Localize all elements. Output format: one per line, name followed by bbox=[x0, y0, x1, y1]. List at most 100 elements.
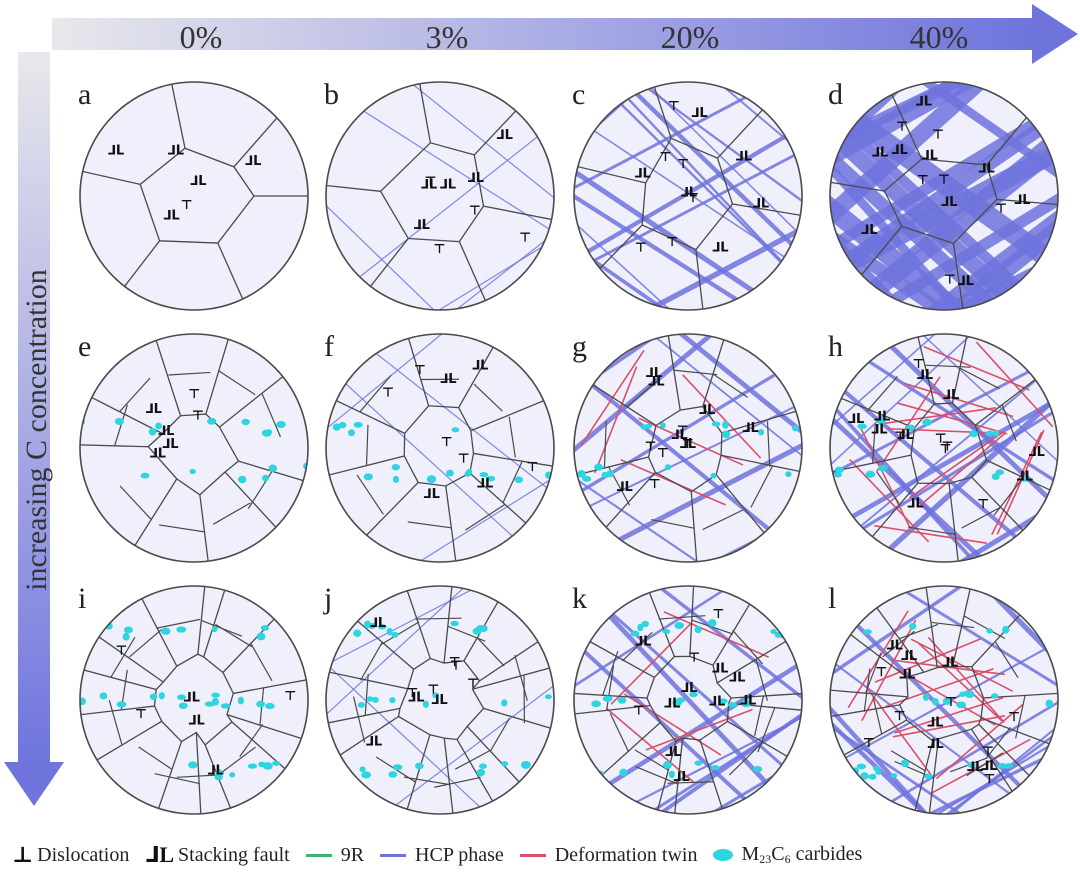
svg-text:⅃L: ⅃L bbox=[423, 487, 440, 502]
svg-text:⅃L: ⅃L bbox=[188, 714, 205, 729]
svg-text:⅃L: ⅃L bbox=[681, 185, 698, 200]
svg-text:⅃L: ⅃L bbox=[899, 667, 916, 682]
svg-text:⅃L: ⅃L bbox=[941, 195, 958, 210]
carbide-dot-icon bbox=[713, 849, 734, 861]
svg-text:⅃L: ⅃L bbox=[927, 737, 944, 752]
svg-text:⊤: ⊤ bbox=[427, 682, 439, 697]
panel-label-k: k bbox=[572, 582, 587, 615]
svg-text:⊤: ⊤ bbox=[406, 686, 418, 701]
legend-stacking-fault: ⅃L Stacking fault bbox=[145, 842, 289, 868]
svg-text:⊤: ⊤ bbox=[935, 431, 947, 446]
svg-text:⊤: ⊤ bbox=[181, 198, 193, 213]
svg-text:⅃L: ⅃L bbox=[413, 218, 430, 233]
svg-text:⊤: ⊤ bbox=[284, 689, 296, 704]
svg-text:⅃L: ⅃L bbox=[871, 422, 888, 437]
panel-f: ⊤ ⅃L ⊤ ⊤ ⅃L ⊤ ⅃L ⊤ ⅃L f bbox=[324, 330, 555, 563]
svg-text:⅃L: ⅃L bbox=[917, 368, 934, 383]
svg-text:⊤: ⊤ bbox=[687, 191, 699, 206]
svg-text:⊤: ⊤ bbox=[863, 736, 875, 751]
svg-text:⅃L: ⅃L bbox=[190, 174, 207, 189]
svg-text:⅃L: ⅃L bbox=[477, 476, 494, 491]
svg-text:⅃L: ⅃L bbox=[245, 154, 262, 169]
svg-text:⅃L: ⅃L bbox=[943, 388, 960, 403]
svg-text:⅃L: ⅃L bbox=[740, 694, 757, 709]
svg-text:⅃L: ⅃L bbox=[712, 662, 729, 677]
svg-text:⅃L: ⅃L bbox=[167, 144, 184, 159]
svg-text:⅃L: ⅃L bbox=[467, 171, 484, 186]
panel-label-i: i bbox=[78, 582, 86, 615]
svg-text:⊤: ⊤ bbox=[984, 772, 996, 787]
svg-text:⅃L: ⅃L bbox=[366, 735, 383, 750]
strain-label-0: 0% bbox=[180, 19, 223, 55]
svg-text:⅃L: ⅃L bbox=[1028, 445, 1045, 460]
svg-text:⊤: ⊤ bbox=[434, 242, 446, 257]
svg-text:⅃L: ⅃L bbox=[145, 402, 162, 417]
panel-i: ⊤ ⊤ ⅃L ⅃L ⅃L ⊤ i bbox=[78, 582, 309, 815]
legend-dislocation: ⊥ Dislocation bbox=[12, 842, 129, 868]
twin-line-icon bbox=[519, 853, 546, 857]
svg-text:⅃L: ⅃L bbox=[1014, 193, 1031, 208]
svg-text:⊤: ⊤ bbox=[896, 119, 908, 134]
panel-disc bbox=[574, 82, 802, 310]
svg-text:⅃L: ⅃L bbox=[421, 178, 438, 193]
svg-text:⊤: ⊤ bbox=[649, 477, 661, 492]
strain-label-2: 20% bbox=[661, 19, 720, 55]
svg-text:⊤: ⊤ bbox=[677, 424, 689, 439]
legend-dislocation-label: Dislocation bbox=[37, 843, 130, 866]
svg-text:⅃L: ⅃L bbox=[645, 366, 662, 381]
svg-text:⅃L: ⅃L bbox=[162, 437, 179, 452]
svg-text:⅃L: ⅃L bbox=[967, 760, 984, 775]
panel-disc bbox=[326, 334, 554, 562]
svg-text:⊤: ⊤ bbox=[938, 173, 950, 188]
svg-text:⊤: ⊤ bbox=[666, 235, 678, 250]
svg-text:⅃L: ⅃L bbox=[680, 437, 697, 452]
svg-text:⅃L: ⅃L bbox=[665, 745, 682, 760]
svg-text:⊤: ⊤ bbox=[1008, 710, 1020, 725]
svg-text:⅃L: ⅃L bbox=[921, 148, 938, 163]
svg-text:⊤: ⊤ bbox=[382, 385, 394, 400]
hcp-line-icon bbox=[380, 853, 407, 857]
panel-disc bbox=[80, 82, 308, 310]
svg-text:⅃L: ⅃L bbox=[729, 671, 746, 686]
svg-text:⅃L: ⅃L bbox=[886, 639, 903, 654]
svg-text:⅃L: ⅃L bbox=[699, 403, 716, 418]
svg-text:⊤: ⊤ bbox=[135, 707, 147, 722]
carbon-arrow bbox=[4, 52, 64, 806]
carbon-axis-label: increasing C concentration bbox=[20, 269, 53, 591]
svg-text:⊤: ⊤ bbox=[441, 435, 453, 450]
svg-text:⊤: ⊤ bbox=[995, 202, 1007, 217]
svg-text:⊤: ⊤ bbox=[977, 497, 989, 512]
panel-label-e: e bbox=[78, 330, 91, 363]
panel-j: ⅃L⊤ ⊤⅃L ⅃L⊤⅃L⊤⊤j bbox=[323, 582, 555, 815]
legend-twin-label: Deformation twin bbox=[554, 843, 698, 866]
svg-text:⊤: ⊤ bbox=[657, 446, 669, 461]
svg-text:⊤: ⊤ bbox=[677, 157, 689, 172]
svg-text:⊤: ⊤ bbox=[414, 363, 426, 378]
strain-arrow bbox=[52, 4, 1078, 64]
panel-label-b: b bbox=[324, 78, 339, 111]
panel-label-d: d bbox=[828, 78, 843, 111]
panel-disc bbox=[80, 334, 308, 562]
svg-text:⊤: ⊤ bbox=[449, 655, 461, 670]
svg-text:⊤: ⊤ bbox=[713, 607, 725, 622]
svg-text:⊤: ⊤ bbox=[913, 357, 925, 372]
svg-text:⊤: ⊤ bbox=[917, 173, 929, 188]
svg-text:⊤: ⊤ bbox=[527, 460, 539, 475]
svg-text:⅃L: ⅃L bbox=[915, 95, 932, 110]
svg-text:⊤: ⊤ bbox=[982, 744, 994, 759]
panel-d: ⅃L⅃L ⅃L⊤⅃L⅃L⊤⊤⊤⅃L⊤⅃L⊤⅃L⅃Ld bbox=[828, 78, 1059, 311]
panel-e: ⅃L⊤⅃L⊤⅃L⅃Le bbox=[78, 330, 309, 563]
panel-label-a: a bbox=[78, 78, 91, 111]
svg-text:⊤: ⊤ bbox=[688, 651, 700, 666]
svg-text:⅃L: ⅃L bbox=[981, 759, 998, 774]
panel-grid: ⅃L⅃L⅃L⅃L⅃L⊤a⅃L⊤⅃L⅃L⊤⊤⊤⅃L⅃Lb⅃L⅃L⊤ ⊤⊤⊤⅃L⅃L⅃… bbox=[78, 78, 1059, 815]
svg-text:⅃L: ⅃L bbox=[957, 274, 974, 289]
svg-text:⅃L: ⅃L bbox=[901, 649, 918, 664]
svg-text:⅃L: ⅃L bbox=[907, 497, 924, 512]
svg-text:⊤: ⊤ bbox=[645, 439, 657, 454]
svg-text:⅃L: ⅃L bbox=[163, 208, 180, 223]
svg-text:⅃L: ⅃L bbox=[472, 358, 489, 373]
svg-text:⊤: ⊤ bbox=[116, 644, 128, 659]
panel-disc bbox=[326, 82, 554, 310]
svg-text:⅃L: ⅃L bbox=[439, 178, 456, 193]
